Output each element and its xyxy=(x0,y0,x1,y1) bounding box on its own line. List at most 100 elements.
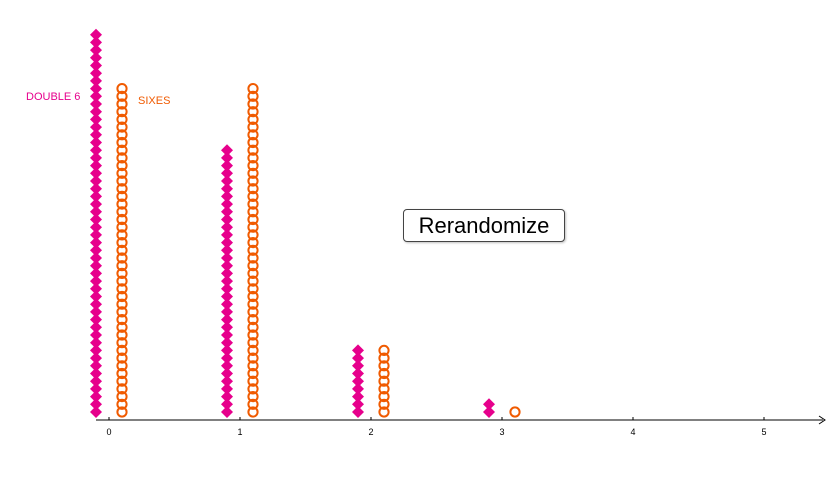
double-six-dot xyxy=(90,359,102,372)
double-six-dot xyxy=(90,59,102,72)
sixes-dot xyxy=(247,90,259,102)
sixes-dot xyxy=(247,275,259,287)
double-six-dot xyxy=(90,98,102,110)
sixes-dot xyxy=(247,391,259,403)
double-six-dot xyxy=(90,336,102,349)
x-tick-label: 2 xyxy=(368,427,373,437)
sixes-dot xyxy=(247,383,259,395)
double-six-dot xyxy=(221,352,233,365)
sixes-dot xyxy=(116,90,128,102)
sixes-dot xyxy=(247,106,259,118)
sixes-label: SIXES xyxy=(138,95,171,107)
sixes-dot xyxy=(116,121,128,133)
sixes-dot xyxy=(247,183,259,195)
sixes-dot xyxy=(247,260,259,272)
double-six-dot xyxy=(90,406,102,418)
sixes-dot xyxy=(378,383,390,395)
double-six-dot xyxy=(90,90,102,103)
sixes-dot xyxy=(378,352,390,364)
sixes-dot xyxy=(247,360,259,372)
double-six-dot xyxy=(90,252,102,264)
sixes-dot xyxy=(116,352,128,364)
double-six-dot xyxy=(352,390,364,403)
double-six-dot xyxy=(221,198,233,211)
double-six-dot xyxy=(90,213,102,226)
double-six-dot xyxy=(90,144,102,157)
double-six-dot xyxy=(221,367,233,380)
double-six-dot xyxy=(90,329,102,341)
sixes-dot xyxy=(247,83,259,95)
double-six-dot xyxy=(221,228,233,241)
sixes-dot xyxy=(116,337,128,349)
sixes-dot xyxy=(247,113,259,126)
sixes-dot xyxy=(116,321,128,333)
double-six-dot xyxy=(90,67,102,80)
sixes-dot xyxy=(116,329,128,341)
sixes-dot xyxy=(247,367,259,380)
sixes-dot xyxy=(247,129,259,141)
sixes-dot xyxy=(247,375,259,387)
sixes-dot xyxy=(116,360,128,372)
sixes-dot xyxy=(247,298,259,310)
sixes-dot xyxy=(116,406,128,418)
x-tick-label: 1 xyxy=(237,427,242,437)
sixes-dot xyxy=(247,175,259,187)
sixes-dot xyxy=(247,190,259,202)
x-tick-label: 5 xyxy=(761,427,766,437)
sixes-dot xyxy=(116,198,128,210)
sixes-dot xyxy=(247,160,259,172)
sixes-dot xyxy=(116,213,128,226)
double-six-dot xyxy=(90,282,102,295)
sixes-dot xyxy=(116,298,128,310)
double-six-dot xyxy=(221,390,233,403)
double-six-dot xyxy=(221,375,233,388)
double-six-dot xyxy=(90,228,102,241)
double-six-dot xyxy=(90,105,102,118)
sixes-dot xyxy=(247,337,259,349)
double-six-dot xyxy=(90,321,102,334)
double-six-dot xyxy=(221,282,233,295)
double-six-dot xyxy=(221,221,233,234)
sixes-dot xyxy=(116,367,128,380)
sixes-dot xyxy=(247,229,259,241)
double-six-dot xyxy=(221,329,233,341)
double-six-dot xyxy=(221,236,233,249)
double-six-dot xyxy=(221,151,233,164)
sixes-dot xyxy=(247,290,259,303)
double-six-dot xyxy=(221,267,233,280)
double-six-label: DOUBLE 6 xyxy=(26,91,81,103)
double-six-dot xyxy=(221,305,233,318)
double-six-dot xyxy=(90,290,102,303)
double-six-dot xyxy=(90,51,102,64)
double-six-dot xyxy=(221,144,233,157)
double-six-dot xyxy=(90,167,102,180)
double-six-dot xyxy=(90,375,102,388)
sixes-dot xyxy=(116,190,128,202)
double-six-dot xyxy=(352,352,364,365)
sixes-dot xyxy=(116,152,128,164)
double-six-dot xyxy=(90,367,102,380)
sixes-dot xyxy=(247,321,259,333)
double-six-dot xyxy=(221,275,233,288)
sixes-dot xyxy=(116,237,128,249)
double-six-dot xyxy=(90,259,102,272)
sixes-dot xyxy=(116,206,128,218)
sixes-dot xyxy=(509,406,521,418)
sixes-dot xyxy=(378,367,390,380)
double-six-dot xyxy=(352,367,364,380)
double-six-dot xyxy=(90,198,102,211)
sixes-dot xyxy=(116,129,128,141)
sixes-dot xyxy=(247,352,259,364)
double-six-dot xyxy=(90,221,102,234)
sixes-dot xyxy=(378,406,390,418)
double-six-dot xyxy=(90,44,102,57)
sixes-dot xyxy=(247,406,259,418)
double-six-dot xyxy=(90,28,102,41)
sixes-dot xyxy=(116,267,128,279)
sixes-dot xyxy=(116,391,128,403)
rerandomize-button[interactable]: Rerandomize xyxy=(403,209,565,242)
double-six-dot xyxy=(90,244,102,257)
sixes-dot xyxy=(116,314,128,326)
double-six-dot xyxy=(221,167,233,180)
